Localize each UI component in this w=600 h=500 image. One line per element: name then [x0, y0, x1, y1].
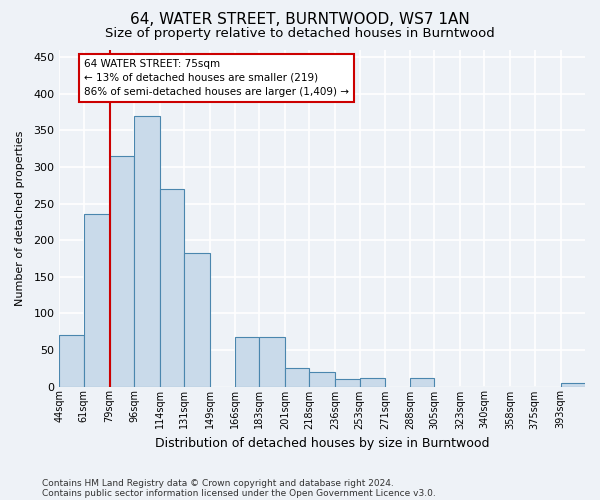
Text: Contains public sector information licensed under the Open Government Licence v3: Contains public sector information licen…: [42, 488, 436, 498]
Bar: [259, 337, 285, 386]
X-axis label: Distribution of detached houses by size in Burntwood: Distribution of detached houses by size …: [155, 437, 490, 450]
Text: 64 WATER STREET: 75sqm
← 13% of detached houses are smaller (219)
86% of semi-de: 64 WATER STREET: 75sqm ← 13% of detached…: [84, 59, 349, 97]
Text: Contains HM Land Registry data © Crown copyright and database right 2024.: Contains HM Land Registry data © Crown c…: [42, 478, 394, 488]
Bar: [359, 378, 385, 386]
Bar: [285, 368, 309, 386]
Bar: [309, 372, 335, 386]
Bar: [410, 378, 434, 386]
Bar: [560, 383, 586, 386]
Bar: [134, 116, 160, 386]
Bar: [184, 252, 210, 386]
Text: Size of property relative to detached houses in Burntwood: Size of property relative to detached ho…: [105, 28, 495, 40]
Bar: [110, 156, 134, 386]
Text: 64, WATER STREET, BURNTWOOD, WS7 1AN: 64, WATER STREET, BURNTWOOD, WS7 1AN: [130, 12, 470, 28]
Bar: [59, 336, 84, 386]
Bar: [84, 214, 110, 386]
Bar: [160, 189, 184, 386]
Bar: [235, 337, 259, 386]
Y-axis label: Number of detached properties: Number of detached properties: [15, 130, 25, 306]
Bar: [335, 379, 359, 386]
